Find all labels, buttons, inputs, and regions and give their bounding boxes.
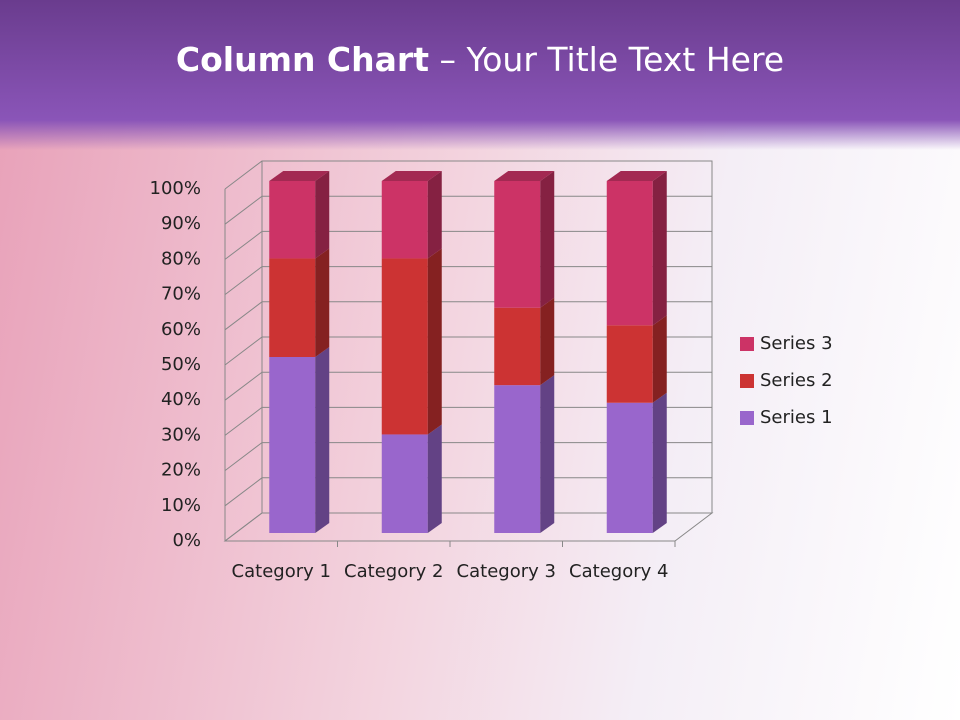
grid-line (224, 266, 712, 295)
y-tick-label: 20% (161, 460, 201, 481)
grid-line (224, 406, 712, 436)
y-tick-label: 90% (161, 213, 201, 234)
y-tick-label: 100% (150, 178, 201, 199)
x-tick-label: Category 4 (569, 561, 669, 582)
bar-segment (606, 171, 667, 326)
y-tick-label: 10% (161, 495, 201, 516)
bar-segment (606, 392, 667, 533)
grid-line (224, 477, 712, 507)
grid-line (224, 371, 712, 401)
x-tick-label: Category 2 (344, 561, 444, 582)
grid-line (224, 301, 712, 331)
bar-segment (381, 248, 442, 435)
legend-label: Series 2 (760, 370, 833, 391)
bar-segment (381, 424, 442, 533)
y-tick-label: 50% (161, 354, 201, 375)
grid-line (224, 195, 712, 225)
bar-segment (494, 171, 555, 308)
bar-segment (269, 347, 330, 533)
header-band (0, 0, 960, 150)
grid-line (224, 336, 712, 366)
legend-swatch (740, 411, 754, 425)
y-tick-label: 30% (161, 424, 201, 445)
grid-line (224, 442, 712, 471)
title-rest: – Your Title Text Here (439, 40, 785, 79)
y-tick-label: 60% (161, 319, 201, 340)
legend-swatch (740, 337, 754, 351)
y-tick-label: 0% (172, 530, 201, 551)
slide-title: Column Chart – Your Title Text Here (0, 40, 960, 79)
bar-segment (381, 171, 442, 259)
bar-segment (494, 297, 555, 386)
y-tick-label: 80% (161, 248, 201, 269)
legend-label: Series 3 (760, 333, 833, 354)
x-tick-label: Category 1 (231, 561, 331, 582)
y-tick-label: 70% (161, 284, 201, 305)
title-bold: Column Chart (175, 40, 429, 79)
grid-line (224, 160, 712, 190)
bar-segment (269, 171, 330, 259)
legend-label: Series 1 (760, 407, 833, 428)
legend-swatch (740, 374, 754, 388)
bar-segment (269, 248, 330, 357)
grid-line (224, 230, 712, 260)
grid-line (224, 512, 712, 542)
x-tick-label: Category 3 (456, 561, 556, 582)
bar-segment (494, 375, 555, 533)
y-tick-label: 40% (161, 389, 201, 410)
bar-segment (606, 315, 667, 403)
